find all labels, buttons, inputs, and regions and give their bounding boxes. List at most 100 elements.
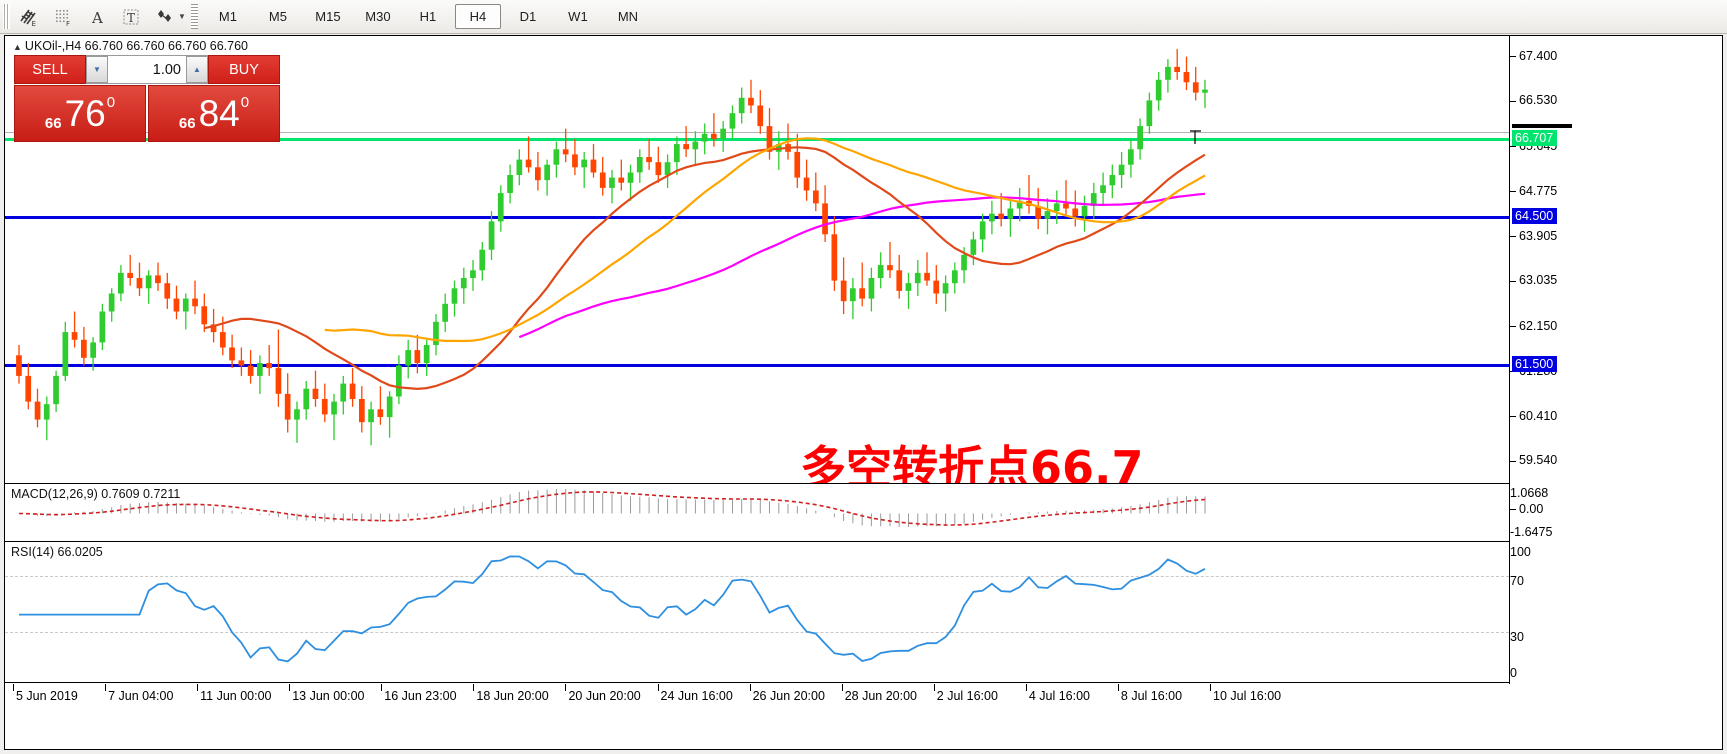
- rsi-tick-70: 70: [1510, 574, 1524, 588]
- price-tick-62-15: 62.150: [1510, 319, 1557, 333]
- price-tick-63-905: 63.905: [1510, 229, 1557, 243]
- sell-button[interactable]: SELL: [14, 55, 86, 84]
- buy-price-display[interactable]: 66 84 0: [148, 85, 280, 142]
- price-pane[interactable]: 多空转折点66.7 ▲ UKOil-,H4 66.760 66.760 66.76…: [5, 36, 1509, 484]
- time-tick-mark: [1025, 684, 1027, 691]
- time-tick-mark: [381, 684, 383, 691]
- timeframe-w1[interactable]: W1: [568, 9, 588, 24]
- svg-text:F: F: [66, 20, 70, 28]
- macd-tick-zero: 0.00: [1510, 502, 1543, 516]
- candlestick-series: [16, 48, 1208, 446]
- timeframe-h1[interactable]: H1: [419, 9, 437, 24]
- time-tick-label: 20 Jun 20:00: [568, 689, 641, 703]
- rsi-level-30: [5, 632, 1509, 633]
- trade-controls-row: SELL ▼ 1.00 ▲ BUY: [14, 55, 280, 84]
- macd-tick-min: -1.6475: [1510, 525, 1553, 539]
- symbol-ohlc-text: UKOil-,H4 66.760 66.760 66.760 66.760: [24, 39, 248, 53]
- time-tick-mark: [565, 684, 567, 691]
- price-axis[interactable]: 67.40066.53065.64564.77563.90563.03562.1…: [1509, 36, 1722, 684]
- bid-price-line: [5, 138, 1509, 141]
- ask-marker: [1512, 124, 1572, 128]
- time-tick-label: 8 Jul 16:00: [1120, 689, 1183, 703]
- level-label-64500: 64.500: [1512, 208, 1558, 224]
- price-tick-63-035: 63.035: [1510, 273, 1557, 287]
- time-tick-label: 24 Jun 16:00: [660, 689, 733, 703]
- rsi-tick-100: 100: [1510, 545, 1531, 559]
- objects-dropdown-caret-icon[interactable]: ▼: [178, 12, 186, 21]
- price-display-row: 66 76 0 66 84 0: [14, 85, 280, 142]
- grid-icon[interactable]: F: [46, 3, 80, 30]
- indicators-icon[interactable]: E: [12, 3, 46, 30]
- buy-price-prefix: 66: [178, 115, 196, 132]
- sell-price-fraction: 0: [106, 94, 116, 111]
- macd-tick-max: 1.0668: [1510, 486, 1549, 500]
- time-tick-mark: [749, 684, 751, 691]
- price-tick-66-53: 66.530: [1510, 93, 1557, 107]
- sell-price-main: 76: [64, 93, 106, 134]
- time-tick-mark: [473, 684, 475, 691]
- one-click-trading-panel[interactable]: SELL ▼ 1.00 ▲ BUY 66 76 0 66: [14, 55, 280, 143]
- time-tick-label: 7 Jun 04:00: [108, 689, 174, 703]
- chart-annotation: 多空转折点66.7: [800, 441, 1144, 483]
- svg-text:T: T: [127, 11, 135, 25]
- sell-price-display[interactable]: 66 76 0: [14, 85, 146, 142]
- volume-decrement-button[interactable]: ▼: [86, 56, 108, 83]
- text-label-icon[interactable]: T: [114, 3, 148, 30]
- time-tick-mark: [1117, 684, 1119, 691]
- time-tick-label: 4 Jul 16:00: [1028, 689, 1091, 703]
- time-axis: 5 Jun 2019 7 Jun 04:00 11 Jun 00:00 13 Jun …: [5, 684, 1722, 713]
- price-tick-60-41: 60.410: [1510, 409, 1557, 423]
- macd-series: [18, 488, 1206, 527]
- svg-text:E: E: [32, 20, 36, 28]
- time-tick-mark: [197, 684, 199, 691]
- timeframe-m1[interactable]: M1: [218, 9, 237, 24]
- timeframe-d1[interactable]: D1: [519, 9, 537, 24]
- chart-window[interactable]: 多空转折点66.7 ▲ UKOil-,H4 66.760 66.760 66.76…: [4, 35, 1723, 750]
- rsi-label: RSI(14) 66.0205: [11, 545, 103, 559]
- toolbar-separator: [190, 4, 198, 29]
- rsi-level-70: [5, 576, 1509, 577]
- time-tick-mark: [1210, 684, 1211, 691]
- volume-increment-button[interactable]: ▲: [186, 56, 208, 83]
- time-tick-label: 18 Jun 20:00: [476, 689, 549, 703]
- objects-icon[interactable]: [148, 3, 182, 30]
- time-tick-label: 10 Jul 16:00: [1213, 689, 1282, 703]
- timeframe-mn[interactable]: MN: [617, 9, 639, 24]
- cursor-marker: [1190, 130, 1201, 144]
- bid-price-label: 66.707: [1512, 130, 1558, 146]
- support-line-61500: [5, 364, 1509, 367]
- macd-pane[interactable]: MACD(12,26,9) 0.7609 0.7211: [5, 485, 1509, 542]
- toolbar: E F A T: [0, 0, 1727, 34]
- text-icon[interactable]: A: [80, 3, 114, 30]
- buy-button[interactable]: BUY: [208, 55, 280, 84]
- volume-field[interactable]: ▼ 1.00 ▲: [86, 55, 208, 84]
- time-tick-label: 11 Jun 00:00: [200, 689, 272, 703]
- time-tick-label: 5 Jun 2019: [16, 689, 78, 703]
- price-tick-64-775: 64.775: [1510, 184, 1557, 198]
- ask-line: [5, 132, 1509, 133]
- time-tick-label: 26 Jun 20:00: [752, 689, 825, 703]
- timeframe-m15[interactable]: M15: [315, 9, 341, 24]
- buy-price-fraction: 0: [240, 94, 250, 111]
- price-tick-67-4: 67.400: [1510, 49, 1557, 63]
- time-tick-mark: [289, 684, 291, 691]
- level-label-61500: 61.500: [1512, 356, 1558, 372]
- timeframe-m5[interactable]: M5: [268, 9, 287, 24]
- time-tick-mark: [933, 684, 935, 691]
- time-tick-mark: [657, 684, 659, 691]
- timeframe-h4[interactable]: H4: [454, 4, 501, 29]
- time-tick-label: 2 Jul 16:00: [936, 689, 998, 703]
- buy-price-main: 84: [198, 93, 240, 134]
- rsi-tick-30: 30: [1510, 630, 1524, 644]
- toolbar-grip[interactable]: [3, 4, 10, 29]
- time-tick-mark: [105, 684, 107, 691]
- time-tick-mark: [13, 684, 14, 691]
- time-tick-label: 28 Jun 20:00: [844, 689, 917, 703]
- symbol-ohlc-label: ▲ UKOil-,H4 66.760 66.760 66.760 66.760: [13, 39, 248, 53]
- rsi-pane[interactable]: RSI(14) 66.0205: [5, 543, 1509, 683]
- collapse-triangle-icon[interactable]: ▲: [13, 41, 22, 52]
- volume-value[interactable]: 1.00: [108, 56, 186, 83]
- time-tick-label: 13 Jun 00:00: [292, 689, 365, 703]
- timeframe-m30[interactable]: M30: [365, 9, 391, 24]
